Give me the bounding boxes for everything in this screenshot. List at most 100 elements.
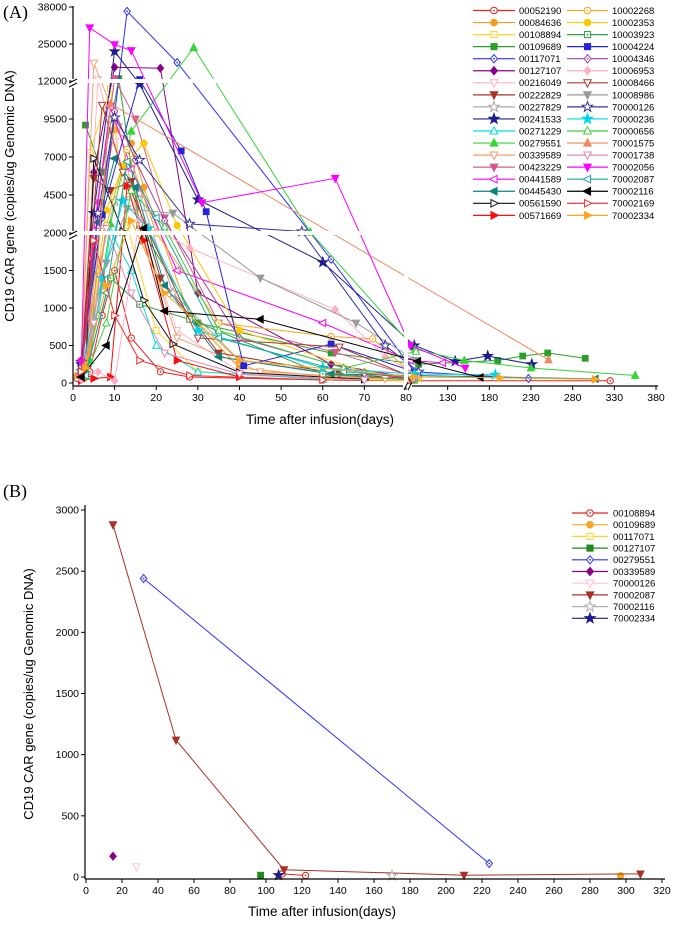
legend-label: 00271229 xyxy=(519,126,561,137)
star-open-marker xyxy=(133,153,146,166)
diamond-filled-marker xyxy=(156,63,165,73)
chart-panel-a: 0 10 20 30 40 50 60 70 80 130 180 230 280 330 380 0 500 1… xyxy=(2,2,665,428)
tri-down-filled-marker xyxy=(405,342,415,351)
series-70002087 xyxy=(80,157,418,382)
legend-item-00108894: 00108894 xyxy=(572,508,655,519)
legend-item-00117071: 00117071 xyxy=(473,53,561,65)
legend-item-00441589: 00441589 xyxy=(473,175,561,186)
x-tick-label: 20 xyxy=(150,392,162,404)
tri-down-filled-marker xyxy=(585,591,595,601)
tri-down-open-marker xyxy=(585,579,595,589)
circle-filled-marker xyxy=(173,221,181,230)
tri-right-filled-marker xyxy=(173,356,183,365)
legend-item-70002087: 70002087 xyxy=(567,175,654,186)
legend-label: 00222829 xyxy=(519,90,561,101)
tri-down-filled-marker xyxy=(351,319,361,329)
marker-center-dot xyxy=(217,322,220,324)
star-open-marker xyxy=(487,99,501,113)
x-tick-label: 180 xyxy=(401,885,419,897)
series-70002116 xyxy=(385,869,399,882)
series-70002169 xyxy=(77,236,328,385)
diamond-filled-marker xyxy=(489,65,499,76)
tri-left-filled-marker xyxy=(76,372,85,382)
x-tick-label: 120 xyxy=(293,885,311,897)
square-filled-marker xyxy=(257,871,264,879)
diamond-filled-marker xyxy=(109,851,117,861)
star-open-marker xyxy=(183,217,196,230)
tri-left-open-marker xyxy=(151,213,160,223)
star-open-marker xyxy=(378,338,392,351)
legend-item-70001738: 70001738 xyxy=(567,151,654,162)
tri-left-open-marker xyxy=(213,333,223,343)
legend-item-70000126: 70000126 xyxy=(567,99,654,113)
tri-left-filled-marker xyxy=(213,352,223,362)
legend-label: 70000126 xyxy=(612,102,654,113)
y-break-slash xyxy=(68,78,78,84)
axes xyxy=(84,505,665,880)
tri-right-filled-marker xyxy=(161,288,170,298)
x-tick-label: 280 xyxy=(564,392,582,404)
series-line xyxy=(80,78,415,373)
y-tick-label: 2500 xyxy=(56,566,80,578)
tri-left-open-marker xyxy=(171,266,181,275)
legend-label: 10006953 xyxy=(612,66,654,77)
x-tick-label: 50 xyxy=(275,392,287,404)
tri-down-open-marker xyxy=(255,368,265,377)
marker-center-dot xyxy=(176,61,179,64)
x-tick-label: 230 xyxy=(522,392,540,404)
tri-right-filled-marker xyxy=(490,210,500,220)
marker-center-dot xyxy=(330,258,332,261)
legend-label: 00445430 xyxy=(519,187,561,198)
marker-center-dot xyxy=(138,303,141,306)
legend-label: 10003923 xyxy=(612,30,654,41)
x-tick-label: 330 xyxy=(606,392,624,404)
series-00241533 xyxy=(75,44,539,370)
tri-down-open-marker xyxy=(489,79,499,89)
chart-panel-b: 0 20 40 60 80 100 120 140 160 180 200 220 240 260 280 3… xyxy=(21,505,671,920)
star-filled-marker xyxy=(116,194,130,207)
x-tick-label: 380 xyxy=(647,392,665,404)
tri-right-open-marker xyxy=(583,198,593,208)
x-tick-label: 260 xyxy=(545,885,563,897)
tri-left-open-marker xyxy=(488,174,498,184)
legend-label: 70002334 xyxy=(613,614,655,625)
star-open-marker xyxy=(583,599,597,613)
legend-item-00279551: 00279551 xyxy=(572,554,655,566)
y-tick-label: 1500 xyxy=(44,265,68,277)
tri-left-filled-marker xyxy=(138,224,148,233)
tri-down-open-marker xyxy=(582,79,593,89)
marker-center-dot xyxy=(126,10,128,13)
tri-down-filled-marker xyxy=(110,41,119,50)
tri-down-open-marker xyxy=(335,343,344,353)
marker-center-dot xyxy=(321,373,324,375)
tri-right-filled-marker xyxy=(90,374,99,383)
legend-item-00339589: 00339589 xyxy=(572,566,655,578)
marker-center-dot xyxy=(589,512,591,514)
legend-label: 00571669 xyxy=(519,211,561,222)
axis-ticks-and-labels: 0 10 20 30 40 50 60 70 80 130 180 230 280 330 380 0 500 1… xyxy=(38,2,665,405)
legend-label: 70000236 xyxy=(612,114,654,125)
tri-right-open-marker xyxy=(77,367,87,377)
tri-up-filled-marker xyxy=(544,354,553,364)
tri-left-open-marker xyxy=(582,174,592,184)
tri-left-filled-marker xyxy=(488,186,498,196)
diamond-filled-marker xyxy=(94,367,102,377)
square-filled-marker xyxy=(519,352,527,360)
tri-left-filled-marker xyxy=(582,186,592,196)
tri-left-filled-marker xyxy=(412,356,422,366)
star-filled-marker xyxy=(583,611,597,624)
x-tick-label: 80 xyxy=(224,885,236,897)
diamond-filled-marker xyxy=(381,352,390,362)
marker-center-dot xyxy=(238,337,241,339)
legend-label: 10004224 xyxy=(612,42,654,53)
legend-label: 00339589 xyxy=(613,567,655,578)
x-axis-title: Time after infusion(days) xyxy=(248,904,396,919)
y-tick-label: 0 xyxy=(61,378,67,390)
legend-item-00445430: 00445430 xyxy=(473,187,561,198)
legend-label: 10004346 xyxy=(612,54,654,65)
x-tick-label: 160 xyxy=(365,885,383,897)
tri-down-filled-marker xyxy=(126,47,136,56)
y-tick-label: 38000 xyxy=(38,2,67,14)
x-axis-title: Time after infusion(days) xyxy=(246,412,394,427)
